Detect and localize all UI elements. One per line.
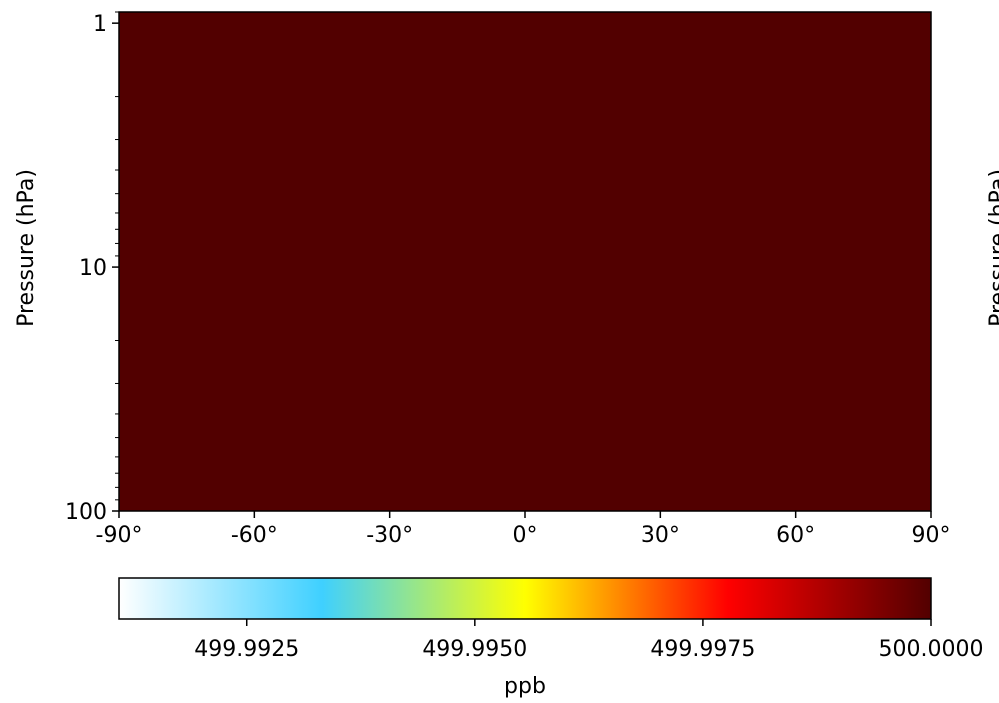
colorbar-tick-label: 500.0000 xyxy=(879,637,984,662)
x-tick-label: 60° xyxy=(776,523,815,548)
colorbar-axis: 499.9925 499.9950 499.9975 500.0000 xyxy=(194,619,983,662)
y-axis-label: Pressure (hPa) xyxy=(14,169,39,327)
heatmap-field xyxy=(119,12,931,511)
y-axis: 1 10 100 xyxy=(65,11,119,525)
x-tick-label: 0° xyxy=(513,523,538,548)
second-panel-y-axis-label: Pressure (hPa) xyxy=(986,169,999,327)
colorbar-tick-label: 499.9975 xyxy=(650,637,755,662)
colorbar-frame xyxy=(118,577,932,620)
x-axis: -90° -60° -30° 0° 30° 60° 90° xyxy=(96,511,951,548)
y-tick-label: 10 xyxy=(79,256,107,281)
x-tick-label: -30° xyxy=(366,523,413,548)
x-tick-label: 30° xyxy=(641,523,680,548)
colorbar-label: ppb xyxy=(504,674,546,699)
x-tick-label: -60° xyxy=(231,523,278,548)
colorbar xyxy=(119,578,931,619)
y-tick-label: 100 xyxy=(65,500,107,525)
colorbar-tick-label: 499.9925 xyxy=(194,637,299,662)
x-tick-label: -90° xyxy=(96,523,143,548)
x-tick-label: 90° xyxy=(912,523,951,548)
y-tick-label: 1 xyxy=(93,12,107,37)
colorbar-tick-label: 499.9950 xyxy=(422,637,527,662)
